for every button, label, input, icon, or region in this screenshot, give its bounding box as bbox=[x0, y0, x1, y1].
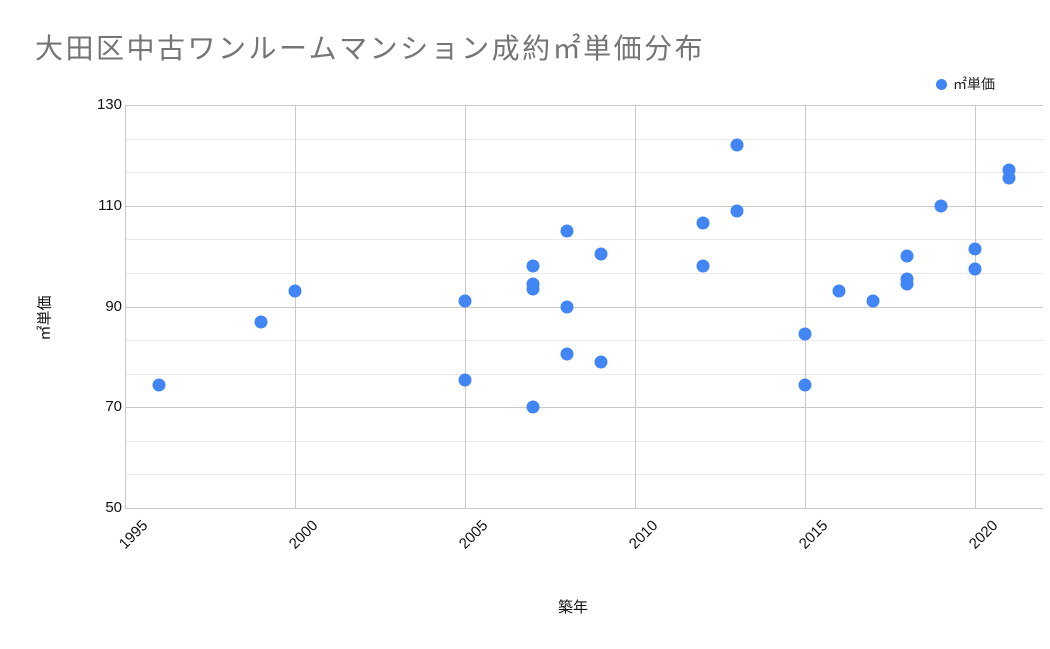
y-axis-title: ㎡単価 bbox=[36, 295, 54, 341]
data-point[interactable] bbox=[696, 259, 710, 273]
legend[interactable]: ㎡単価 bbox=[936, 74, 995, 94]
gridline-horizontal bbox=[125, 373, 1043, 375]
data-point[interactable] bbox=[832, 284, 846, 298]
y-tick-label: 110 bbox=[98, 196, 122, 214]
data-point[interactable] bbox=[594, 355, 608, 369]
data-point[interactable] bbox=[730, 138, 744, 152]
data-point[interactable] bbox=[1002, 171, 1016, 185]
y-tick-label: 70 bbox=[105, 398, 122, 416]
legend-label: ㎡単価 bbox=[953, 76, 995, 92]
data-point[interactable] bbox=[968, 242, 982, 256]
gridline-horizontal bbox=[125, 272, 1043, 274]
x-axis-title: 築年 bbox=[557, 599, 588, 616]
gridline-horizontal bbox=[125, 172, 1043, 174]
y-tick-label: 130 bbox=[96, 96, 122, 113]
x-tick-label: 1995 bbox=[115, 517, 152, 553]
gridline-vertical bbox=[125, 105, 126, 508]
gridline-horizontal bbox=[125, 306, 1043, 308]
legend-marker-icon bbox=[936, 78, 947, 90]
gridline-horizontal bbox=[125, 407, 1043, 409]
data-point[interactable] bbox=[968, 262, 982, 276]
data-point[interactable] bbox=[288, 284, 302, 298]
data-point[interactable] bbox=[560, 300, 574, 313]
gridline-horizontal bbox=[125, 239, 1043, 241]
gridline-horizontal bbox=[125, 105, 1043, 106]
x-tick-label: 2020 bbox=[965, 517, 1002, 553]
chart-title: 大田区中古ワンルームマンション成約㎡単価分布 bbox=[35, 33, 706, 64]
data-point[interactable] bbox=[560, 347, 574, 361]
plot-area bbox=[125, 105, 1043, 509]
data-point[interactable] bbox=[696, 216, 710, 230]
gridline-horizontal bbox=[125, 474, 1043, 476]
data-point[interactable] bbox=[526, 259, 540, 273]
data-point[interactable] bbox=[560, 224, 574, 238]
x-tick-label: 2005 bbox=[455, 517, 492, 553]
gridline-horizontal bbox=[125, 440, 1043, 442]
data-point[interactable] bbox=[526, 282, 540, 296]
x-tick-label: 2000 bbox=[285, 517, 322, 553]
gridline-vertical bbox=[975, 105, 976, 508]
data-point[interactable] bbox=[798, 378, 812, 392]
data-point[interactable] bbox=[594, 247, 608, 261]
data-point[interactable] bbox=[900, 249, 914, 263]
data-point[interactable] bbox=[934, 199, 948, 213]
y-tick-label: 50 bbox=[105, 499, 122, 516]
gridline-vertical bbox=[805, 105, 806, 508]
data-point[interactable] bbox=[254, 315, 268, 329]
x-tick-label: 2010 bbox=[625, 517, 662, 553]
y-tick-label: 90 bbox=[105, 297, 122, 315]
gridline-vertical bbox=[635, 105, 636, 508]
data-point[interactable] bbox=[458, 294, 472, 308]
gridline-horizontal bbox=[125, 508, 1043, 509]
gridline-horizontal bbox=[125, 205, 1043, 207]
gridline-horizontal bbox=[125, 138, 1043, 140]
data-point[interactable] bbox=[152, 378, 166, 392]
data-point[interactable] bbox=[526, 400, 540, 414]
data-point[interactable] bbox=[798, 327, 812, 341]
x-tick-label: 2015 bbox=[795, 517, 832, 553]
data-point[interactable] bbox=[900, 277, 914, 291]
data-point[interactable] bbox=[866, 294, 880, 308]
data-point[interactable] bbox=[730, 204, 744, 218]
data-point[interactable] bbox=[458, 373, 472, 387]
gridline-vertical bbox=[295, 105, 296, 508]
gridline-horizontal bbox=[125, 340, 1043, 342]
